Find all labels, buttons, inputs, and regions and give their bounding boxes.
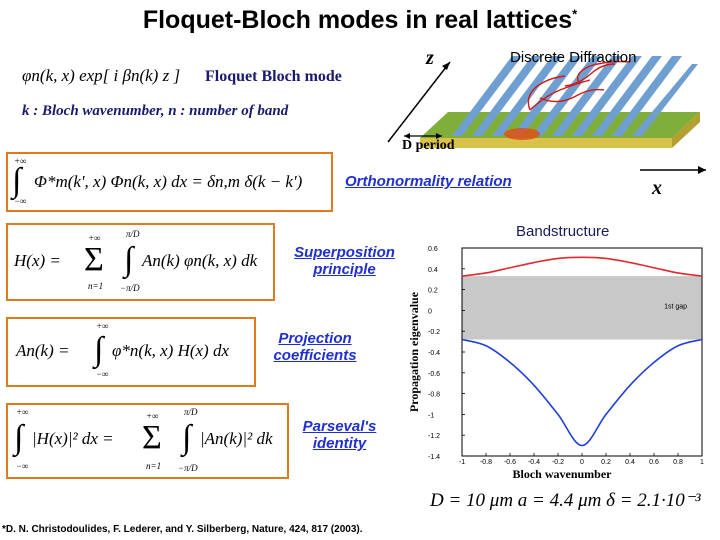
y-axis-title: Propagation eigenvalue xyxy=(407,291,421,412)
x-tick-label: 0 xyxy=(580,459,584,466)
orthonormality-label: Orthonormality relation xyxy=(345,173,512,190)
x-axis-label: x xyxy=(651,177,662,199)
input-beam-spot xyxy=(504,128,540,140)
superposition-sum-bottom: n=1 xyxy=(88,281,104,291)
y-tick-label: -0.8 xyxy=(428,392,440,399)
lattice-diagram: z x xyxy=(387,47,706,199)
superposition-sum-top: +∞ xyxy=(88,233,101,243)
superposition-box: H(x) = +∞ Σ n=1 π/D ∫ −π/D An(k) φn(k, x… xyxy=(6,223,275,301)
period-label: D period xyxy=(402,138,455,153)
z-axis-arrowhead xyxy=(442,62,450,70)
parseval-int-top: +∞ xyxy=(16,407,29,417)
projection-rhs: φ*n(k, x) H(x) dx xyxy=(112,341,230,360)
parseval-label: Parseval's identity xyxy=(302,418,377,452)
parseval-box: +∞ ∫ −∞ |H(x)|² dx = +∞ Σ n=1 π/D ∫ −π/D… xyxy=(6,403,289,479)
projection-label: Projection coefficients xyxy=(273,330,357,364)
period-arrow-right-head xyxy=(436,133,442,139)
bandstructure-chart: 1st gap 0.6 0.4 0.2 0 -0.2 -0.4 -0.6 -0.8 -1 -1.2 -… xyxy=(407,246,704,480)
integral-symbol: ∫ xyxy=(14,419,24,456)
lattice-substrate-side xyxy=(672,112,700,148)
z-axis-line xyxy=(387,61,451,143)
reference: *D. N. Christodoulides, F. Lederer, and … xyxy=(2,524,363,535)
parseval-int-bottom: −∞ xyxy=(16,461,29,471)
integral-symbol: ∫ xyxy=(94,331,104,368)
parseval-sum-top: +∞ xyxy=(146,411,159,421)
y-tick-label: 0.4 xyxy=(428,267,438,274)
gap-band xyxy=(462,276,702,340)
sum-symbol: Σ xyxy=(142,419,162,456)
y-tick-label: -0.2 xyxy=(428,329,440,336)
title-text: Floquet-Bloch modes in real lattices xyxy=(142,6,573,34)
orthonormality-box: +∞ ∫ −∞ Φ*m(k', x) Φn(k, x) dx = δn,m δ(… xyxy=(6,152,333,212)
x-axis-title: Bloch wavenumber xyxy=(513,467,613,480)
orthonormality-int-top: +∞ xyxy=(14,156,27,166)
y-tick-label: -1 xyxy=(428,412,434,419)
projection-int-top: +∞ xyxy=(96,321,109,331)
superposition-int-bottom: −π/D xyxy=(120,283,140,293)
parseval-sum-bottom: n=1 xyxy=(146,461,162,471)
superposition-label: Superposition principle xyxy=(294,244,395,278)
parameters: D = 10 μm a = 4.4 μm δ = 2.1·10⁻³ xyxy=(430,490,701,511)
y-tick-label: 0.6 xyxy=(428,246,438,253)
x-tick-label: 0.2 xyxy=(601,459,611,466)
parseval-int2-top: π/D xyxy=(184,407,198,417)
projection-box: An(k) = +∞ ∫ −∞ φ*n(k, x) H(x) dx xyxy=(6,317,256,387)
x-tick-label: -0.6 xyxy=(504,459,516,466)
x-tick-label: -0.4 xyxy=(528,459,540,466)
sum-symbol: Σ xyxy=(84,241,104,278)
x-tick-label: 0.8 xyxy=(673,459,683,466)
x-tick-label: 0.4 xyxy=(625,459,635,466)
waveguide-stripes xyxy=(452,56,698,136)
x-tick-label: 0.6 xyxy=(649,459,659,466)
page-title: Floquet-Bloch modes in real lattices* xyxy=(0,6,720,35)
y-tick-label: -1.2 xyxy=(428,433,440,440)
y-tick-label: 0 xyxy=(428,308,432,315)
superposition-int-top: π/D xyxy=(126,229,140,239)
lattice-substrate-front xyxy=(420,138,672,148)
mode-label: Floquet Bloch mode xyxy=(205,68,342,85)
superposition-rhs: An(k) φn(k, x) dk xyxy=(142,251,258,270)
discrete-diffraction-label: Discrete Diffraction xyxy=(510,49,637,66)
gap-label: 1st gap xyxy=(664,303,687,310)
integral-symbol: ∫ xyxy=(12,162,22,199)
wavenumber-note: k : Bloch wavenumber, n : number of band xyxy=(22,103,289,119)
integral-symbol: ∫ xyxy=(124,241,134,278)
x-tick-label: -0.2 xyxy=(552,459,564,466)
integral-symbol: ∫ xyxy=(182,419,192,456)
period-arrow-left-head xyxy=(404,133,410,139)
projection-lhs: An(k) = xyxy=(16,341,70,360)
parseval-rhs: |An(k)|² dk xyxy=(200,429,273,448)
z-axis-label: z xyxy=(425,47,434,69)
diffraction-pattern xyxy=(527,60,631,111)
orthonormality-equation: Φ*m(k', x) Φn(k, x) dx = δn,m δ(k − k') xyxy=(34,172,303,191)
superposition-lhs: H(x) = xyxy=(14,251,61,270)
y-tick-label: 0.2 xyxy=(428,288,438,295)
orthonormality-int-bottom: −∞ xyxy=(14,196,27,206)
y-tick-label: -0.6 xyxy=(428,371,440,378)
y-tick-label: -0.4 xyxy=(428,350,440,357)
x-tick-label: -1 xyxy=(459,459,465,466)
y-tick-label: -1.4 xyxy=(428,454,440,461)
x-tick-label: 1 xyxy=(700,459,704,466)
parseval-lhs: |H(x)|² dx = xyxy=(32,429,114,448)
x-axis-arrowhead xyxy=(698,166,706,174)
parseval-int2-bottom: −π/D xyxy=(178,463,198,473)
chart-title: Bandstructure xyxy=(516,223,610,240)
x-tick-label: -0.8 xyxy=(480,459,492,466)
band-curve-2 xyxy=(461,338,703,447)
title-marker: * xyxy=(572,6,578,22)
band-curve-1 xyxy=(461,256,703,277)
projection-int-bottom: −∞ xyxy=(96,369,109,379)
mode-equation: φn(k, x) exp[ i βn(k) z ] xyxy=(22,66,181,85)
